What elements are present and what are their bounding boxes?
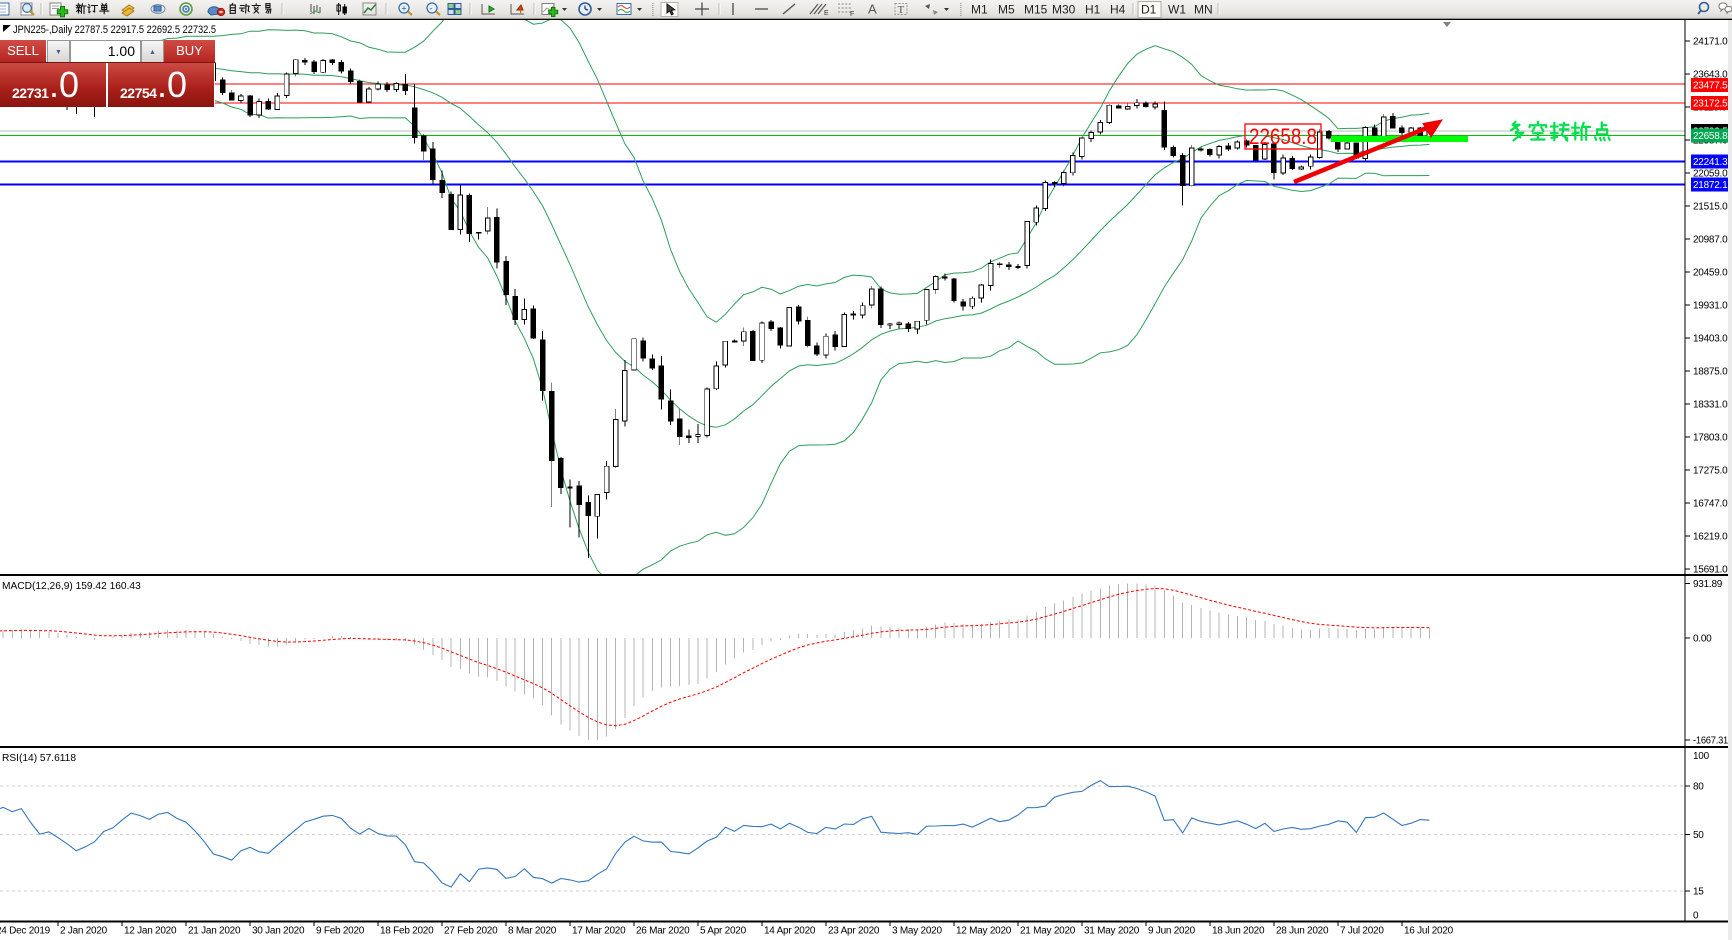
svg-text:31 May 2020: 31 May 2020: [1084, 926, 1140, 937]
svg-text:21515.0: 21515.0: [1693, 202, 1728, 213]
svg-text:100: 100: [1693, 751, 1710, 762]
svg-text:M30: M30: [1052, 3, 1076, 17]
svg-text:18 Feb 2020: 18 Feb 2020: [380, 926, 434, 937]
svg-text:8 Mar 2020: 8 Mar 2020: [508, 926, 557, 937]
svg-text:21 Jan 2020: 21 Jan 2020: [188, 926, 241, 937]
svg-text:MN: MN: [1194, 3, 1213, 17]
svg-text:23 Apr 2020: 23 Apr 2020: [828, 926, 880, 937]
svg-text:20987.0: 20987.0: [1693, 235, 1728, 246]
svg-text:17275.0: 17275.0: [1693, 466, 1728, 477]
svg-text:27 Feb 2020: 27 Feb 2020: [444, 926, 498, 937]
svg-text:50: 50: [1693, 830, 1704, 841]
svg-text:24 Dec 2019: 24 Dec 2019: [0, 926, 51, 937]
svg-text:JPN225-,Daily 22787.5 22917.5: JPN225-,Daily 22787.5 22917.5 22692.5 22…: [13, 24, 216, 36]
svg-text:T: T: [898, 4, 905, 16]
svg-text:23477.5: 23477.5: [1693, 81, 1728, 92]
svg-text:22059.0: 22059.0: [1693, 169, 1728, 180]
svg-text:M15: M15: [1024, 3, 1048, 17]
svg-text:3 May 2020: 3 May 2020: [892, 926, 942, 937]
svg-text:21872.1: 21872.1: [1693, 180, 1728, 191]
svg-text:20459.0: 20459.0: [1693, 268, 1728, 279]
svg-text:24171.0: 24171.0: [1693, 37, 1728, 48]
svg-text:18 Jun 2020: 18 Jun 2020: [1212, 926, 1265, 937]
svg-text:7 Jul 2020: 7 Jul 2020: [1340, 926, 1384, 937]
svg-text:15: 15: [1693, 887, 1704, 898]
svg-text:28 Jun 2020: 28 Jun 2020: [1276, 926, 1329, 937]
svg-text:RSI(14) 57.6118: RSI(14) 57.6118: [2, 753, 76, 764]
svg-text:16 Jul 2020: 16 Jul 2020: [1404, 926, 1454, 937]
svg-text:19931.0: 19931.0: [1693, 301, 1728, 312]
svg-text:E: E: [824, 10, 829, 17]
svg-text:H1: H1: [1085, 3, 1101, 17]
svg-text:H4: H4: [1110, 3, 1126, 17]
svg-text:22658.8: 22658.8: [1249, 124, 1317, 149]
svg-text:0.00: 0.00: [1693, 634, 1712, 645]
svg-text:12 Jan 2020: 12 Jan 2020: [124, 926, 177, 937]
svg-text:0: 0: [1693, 911, 1699, 922]
svg-text:12 May 2020: 12 May 2020: [956, 926, 1012, 937]
svg-text:21 May 2020: 21 May 2020: [1020, 926, 1076, 937]
svg-text:F: F: [850, 11, 854, 18]
svg-text:M1: M1: [971, 3, 988, 17]
svg-text:19403.0: 19403.0: [1693, 334, 1728, 345]
svg-text:30 Jan 2020: 30 Jan 2020: [252, 926, 305, 937]
svg-text:17 Mar 2020: 17 Mar 2020: [572, 926, 626, 937]
svg-text:-1667.31: -1667.31: [1693, 736, 1729, 747]
svg-text:23172.5: 23172.5: [1693, 99, 1728, 110]
svg-text:22658.8: 22658.8: [1693, 131, 1728, 142]
svg-text:23643.0: 23643.0: [1693, 70, 1728, 81]
svg-text:80: 80: [1693, 782, 1704, 793]
svg-text:5 Apr 2020: 5 Apr 2020: [700, 926, 747, 937]
svg-text:MACD(12,26,9) 159.42 160.43: MACD(12,26,9) 159.42 160.43: [2, 581, 141, 592]
svg-text:17803.0: 17803.0: [1693, 433, 1728, 444]
svg-text:9 Jun 2020: 9 Jun 2020: [1148, 926, 1196, 937]
svg-text:9 Feb 2020: 9 Feb 2020: [316, 926, 365, 937]
svg-text:15691.0: 15691.0: [1693, 565, 1728, 576]
svg-text:22241.3: 22241.3: [1693, 157, 1728, 168]
svg-text:26 Mar 2020: 26 Mar 2020: [636, 926, 690, 937]
svg-text:-: -: [429, 4, 432, 14]
svg-text:W1: W1: [1168, 3, 1186, 17]
svg-text:2 Jan 2020: 2 Jan 2020: [60, 926, 108, 937]
svg-text:18331.0: 18331.0: [1693, 400, 1728, 411]
svg-text:16219.0: 16219.0: [1693, 532, 1728, 543]
svg-text:931.89: 931.89: [1693, 579, 1723, 590]
svg-text:+: +: [401, 4, 406, 14]
svg-text:16747.0: 16747.0: [1693, 499, 1728, 510]
svg-text:M5: M5: [998, 3, 1015, 17]
svg-text:18875.0: 18875.0: [1693, 367, 1728, 378]
svg-text:14 Apr 2020: 14 Apr 2020: [764, 926, 816, 937]
svg-text:D1: D1: [1141, 3, 1157, 17]
svg-text:A: A: [868, 2, 877, 17]
